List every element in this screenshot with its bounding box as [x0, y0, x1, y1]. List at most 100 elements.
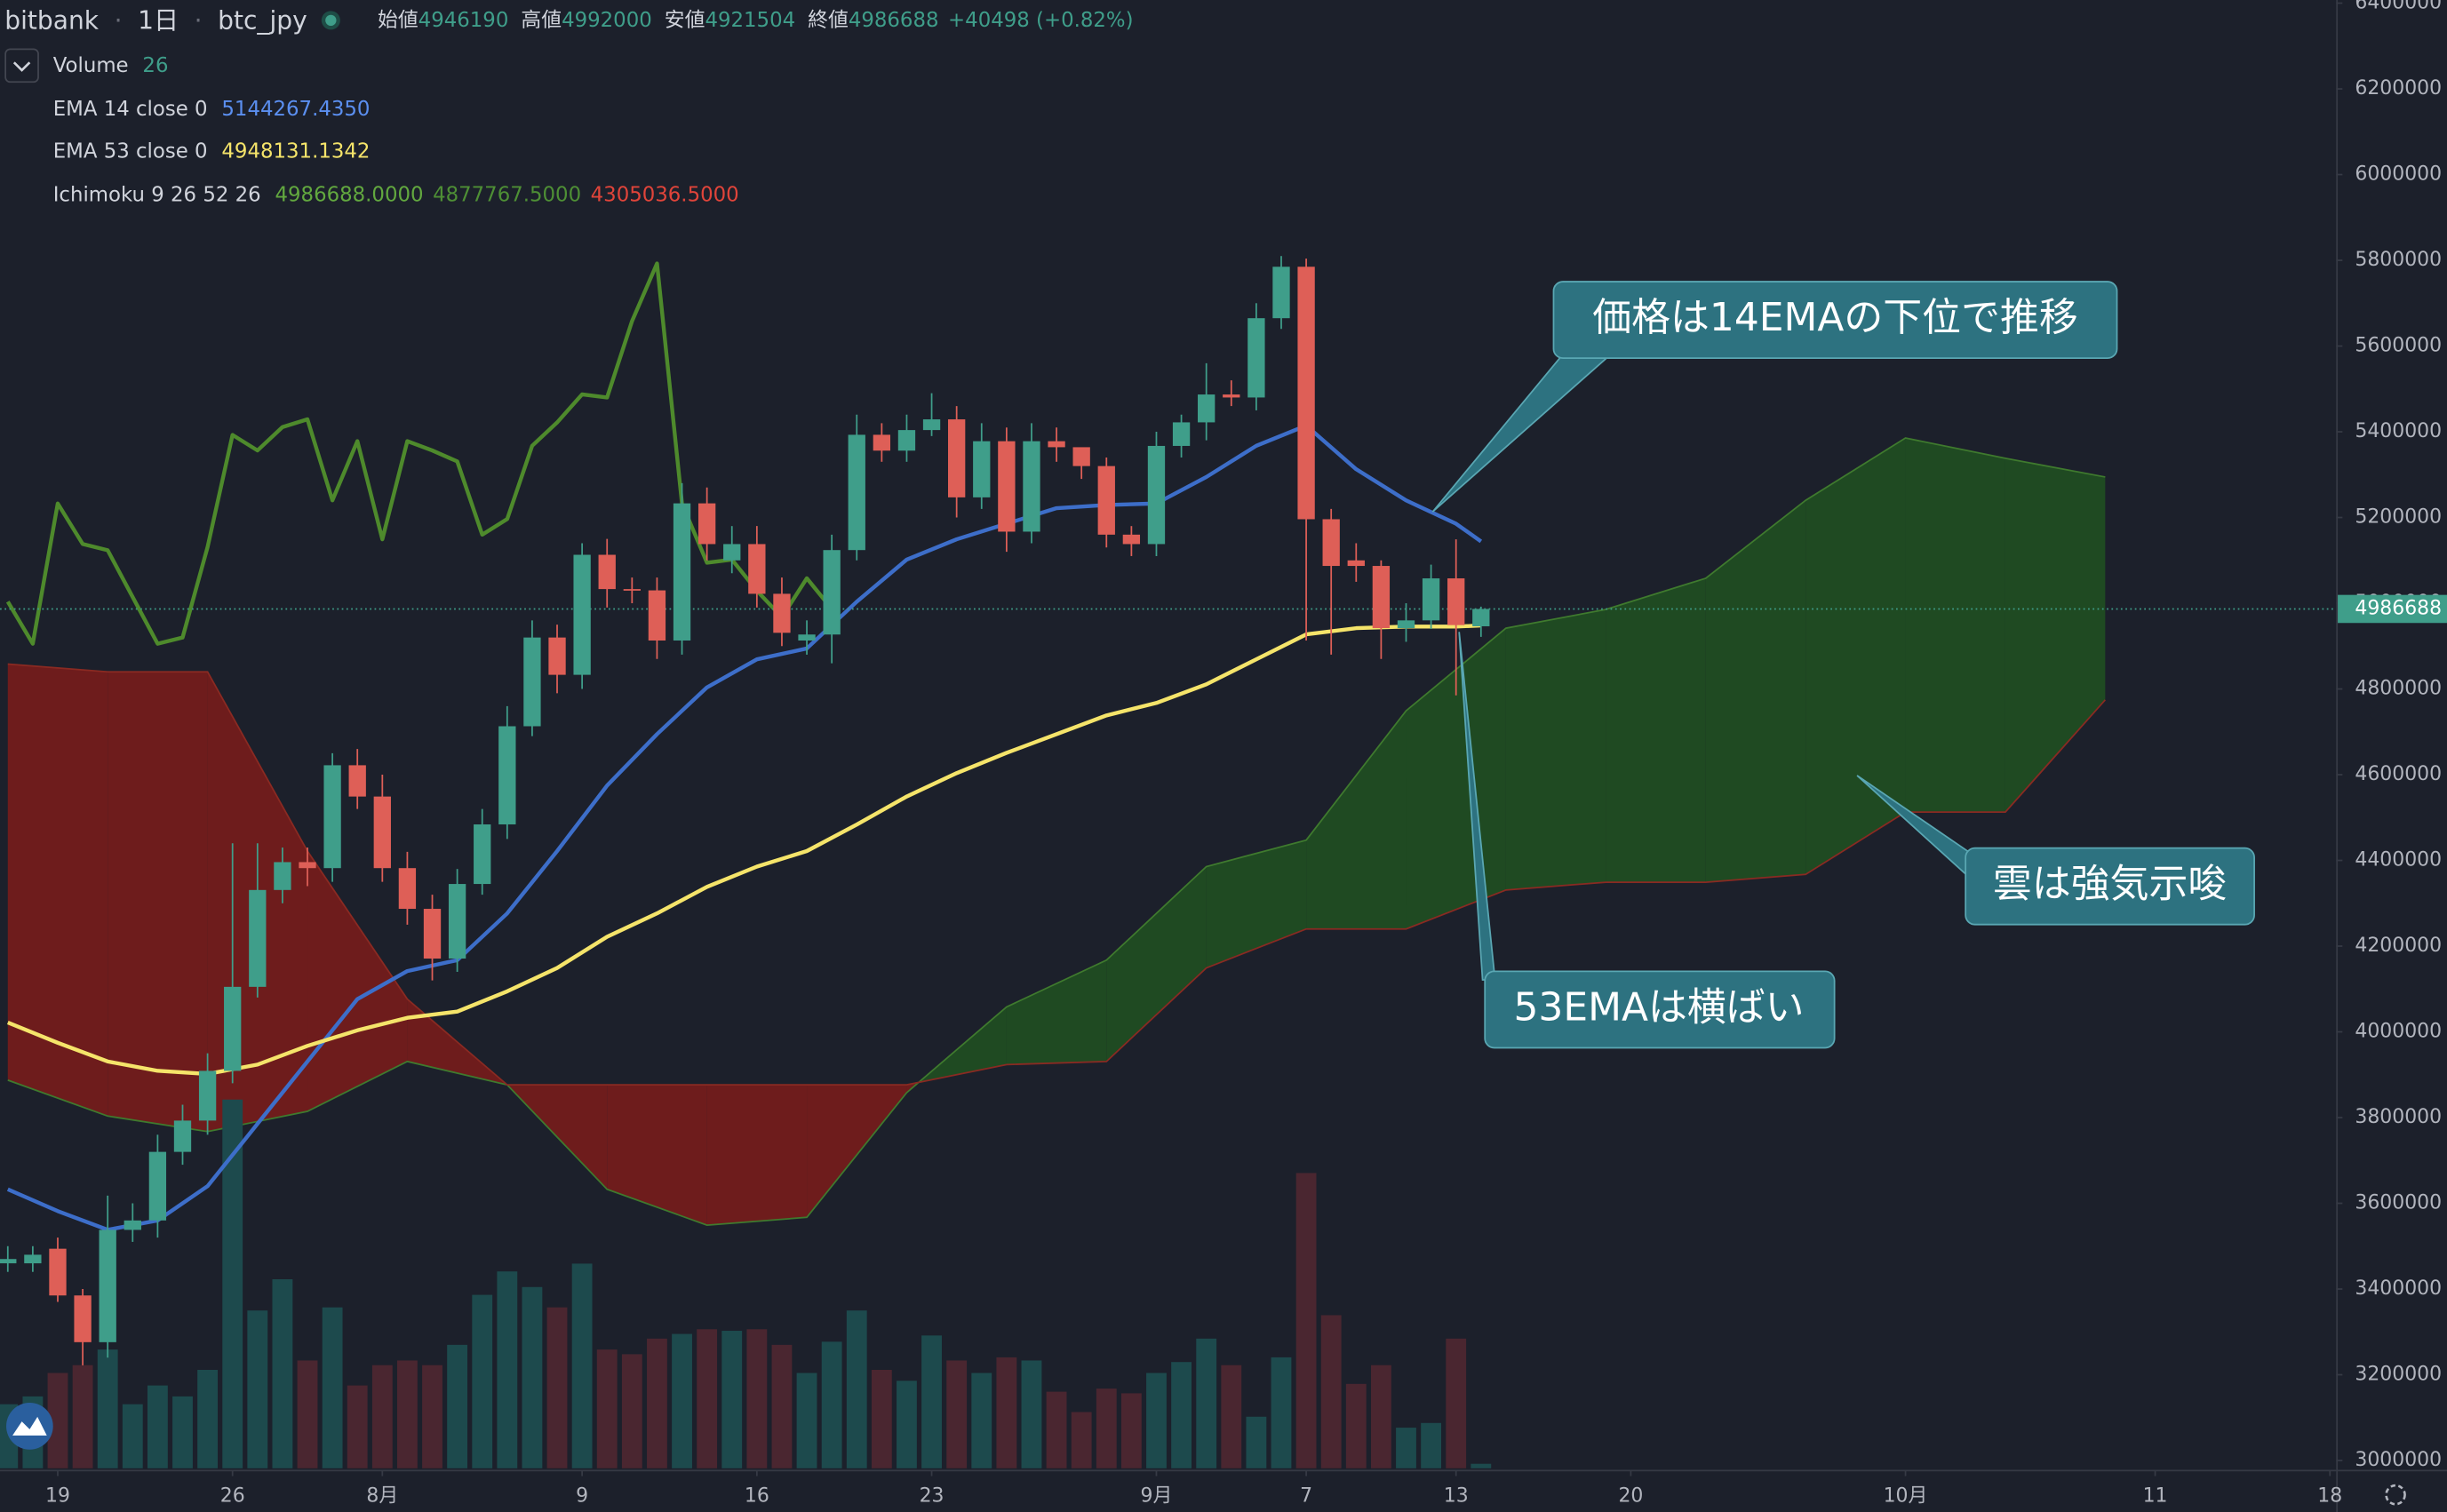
value: 4986688 — [849, 8, 939, 31]
last-price-label: 4986688 — [2355, 597, 2442, 619]
candle-body — [474, 824, 491, 885]
candle-body — [74, 1295, 92, 1342]
chikou-line — [5, 261, 833, 646]
legend-ema53: EMA 53 close 0 4948131.1342 — [53, 139, 371, 163]
span-b — [7, 663, 2107, 1086]
x-tick-label: 9 — [576, 1484, 588, 1507]
x-tick-label: 10月 — [1884, 1484, 1928, 1507]
candle-body — [697, 503, 716, 545]
candle-body — [373, 796, 391, 869]
volume-bar — [422, 1365, 442, 1468]
label: 高値 — [521, 8, 562, 31]
candle-body — [1147, 445, 1166, 545]
volume-bar — [596, 1349, 618, 1468]
cloud-fill — [2005, 458, 2106, 813]
volume-bar — [897, 1381, 917, 1468]
candle-body — [124, 1220, 141, 1230]
candle-body — [1372, 566, 1391, 629]
candle-body — [773, 593, 791, 633]
legend-ema14: EMA 14 close 0 5144267.4350 — [53, 97, 371, 120]
candle-body — [573, 554, 591, 675]
last-price-box — [2338, 594, 2447, 624]
x-tick-label: 16 — [745, 1484, 769, 1507]
candle-body — [823, 550, 841, 635]
candle-body — [1072, 447, 1090, 466]
volume-bar — [447, 1344, 468, 1468]
cloud-fill — [1705, 500, 1806, 883]
volume-bar — [1196, 1338, 1217, 1468]
volume-bar — [1146, 1373, 1167, 1468]
callout-box — [1965, 847, 2255, 926]
candle-body — [173, 1120, 192, 1152]
volume-bar — [1471, 1463, 1492, 1468]
volume-bar — [147, 1385, 168, 1468]
volume-bar — [546, 1307, 568, 1468]
legend-name: Ichimoku 9 26 52 26 — [53, 183, 261, 206]
candle-body — [148, 1151, 167, 1221]
y-tick-label: 3600000 — [2355, 1192, 2442, 1214]
candle-body — [398, 868, 417, 910]
callout-box — [1484, 970, 1836, 1049]
candles — [0, 256, 1490, 1365]
annotation-text: 雲は強気示唆 — [1993, 862, 2227, 907]
volume-bar — [97, 1349, 118, 1468]
y-tick-label: 6000000 — [2355, 163, 2442, 186]
y-tick-label: 6200000 — [2355, 77, 2442, 99]
callout-box — [1552, 281, 2118, 360]
cloud-fill — [1905, 438, 2005, 813]
symbol: btc_jpy — [218, 6, 307, 36]
cloud-fill — [108, 672, 208, 1132]
span-a — [7, 437, 2106, 1226]
cloud-fill — [706, 1085, 808, 1226]
volume-bar — [172, 1396, 193, 1468]
volume-bar — [222, 1099, 243, 1468]
candle-body — [922, 419, 941, 431]
cloud-fill — [807, 1085, 907, 1218]
annotation: 53EMAは横ばい — [1458, 632, 1836, 1049]
header: bitbank · 1日 · btc_jpy — [4, 6, 307, 36]
volume-bar — [347, 1385, 368, 1468]
volume-bar — [672, 1333, 692, 1468]
settings-button[interactable] — [2385, 1484, 2406, 1506]
volume-bar — [971, 1373, 992, 1468]
legend-name: Volume — [53, 53, 129, 76]
x-tick-label: 20 — [1618, 1484, 1643, 1507]
candle-body — [523, 637, 541, 727]
candle-body — [498, 726, 516, 824]
volume-bar — [1096, 1389, 1117, 1468]
y-tick-label: 4000000 — [2355, 1021, 2442, 1043]
y-tick-label: 5400000 — [2355, 420, 2442, 442]
candle-body — [24, 1254, 42, 1264]
volume-bar — [921, 1335, 942, 1468]
volume-bar — [621, 1354, 642, 1468]
cloud-fill — [1606, 577, 1706, 883]
x-tick-label: 19 — [45, 1484, 70, 1507]
legend-value: 4986688.0000 — [275, 183, 424, 206]
annotation: 雲は強気示唆 — [1856, 775, 2255, 926]
volume-bar — [871, 1369, 892, 1468]
indicator-lines — [0, 261, 2337, 1232]
volume-bar — [1295, 1173, 1317, 1468]
candle-body — [1472, 609, 1490, 626]
legend-value: 4948131.1342 — [221, 139, 370, 163]
legend-value: 5144267.4350 — [221, 97, 370, 120]
y-tick-label: 3800000 — [2355, 1106, 2442, 1128]
legend-value: 4877767.5000 — [433, 183, 581, 206]
exchange: bitbank — [4, 6, 100, 36]
volume-bar — [47, 1373, 68, 1468]
volume-bar — [697, 1329, 718, 1468]
candle-body — [423, 909, 442, 959]
candle-body — [448, 884, 466, 959]
annotation-text: 53EMAは横ばい — [1514, 984, 1805, 1030]
logo[interactable] — [6, 1403, 53, 1450]
x-tick-label: 23 — [920, 1484, 945, 1507]
candle-body — [1223, 394, 1240, 398]
annotation: 価格は14EMAの下位で推移 — [1431, 281, 2118, 513]
candle-body — [224, 986, 242, 1071]
volume-bar — [197, 1369, 219, 1468]
volume-bar — [497, 1271, 518, 1468]
collapse-button[interactable] — [4, 48, 39, 84]
candle-body — [673, 503, 691, 641]
volume-bar — [996, 1357, 1017, 1468]
